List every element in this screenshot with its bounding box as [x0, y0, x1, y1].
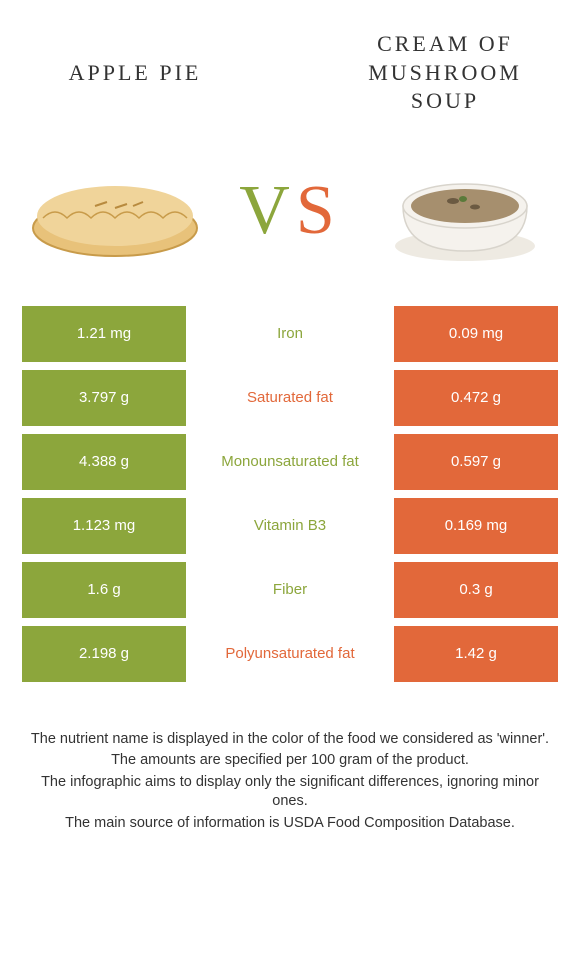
footer-line: The infographic aims to display only the… [28, 773, 552, 812]
table-row: 1.123 mg Vitamin B3 0.169 mg [22, 498, 558, 554]
apple-pie-image [20, 146, 210, 276]
table-row: 4.388 g Monounsaturated fat 0.597 g [22, 434, 558, 490]
footer-notes: The nutrient name is displayed in the co… [0, 690, 580, 834]
nutrient-label: Polyunsaturated fat [186, 626, 394, 682]
mushroom-soup-image [370, 146, 560, 276]
vs-v: V [239, 172, 296, 249]
footer-line: The main source of information is USDA F… [28, 814, 552, 834]
left-food-title: APPLE PIE [30, 59, 240, 88]
right-value: 0.3 g [394, 562, 558, 618]
table-row: 3.797 g Saturated fat 0.472 g [22, 370, 558, 426]
nutrient-label: Saturated fat [186, 370, 394, 426]
vs-label: VS [239, 171, 341, 251]
images-row: VS [0, 126, 580, 306]
nutrient-table: 1.21 mg Iron 0.09 mg 3.797 g Saturated f… [22, 306, 558, 682]
right-food-title: CREAM OF MUSHROOM SOUP [340, 30, 550, 116]
left-value: 4.388 g [22, 434, 186, 490]
left-value: 1.21 mg [22, 306, 186, 362]
left-value: 3.797 g [22, 370, 186, 426]
table-row: 1.6 g Fiber 0.3 g [22, 562, 558, 618]
right-value: 0.472 g [394, 370, 558, 426]
header-row: APPLE PIE CREAM OF MUSHROOM SOUP [0, 0, 580, 126]
right-value: 0.597 g [394, 434, 558, 490]
right-value: 0.09 mg [394, 306, 558, 362]
nutrient-label: Monounsaturated fat [186, 434, 394, 490]
nutrient-label: Fiber [186, 562, 394, 618]
vs-s: S [296, 172, 341, 249]
left-value: 2.198 g [22, 626, 186, 682]
nutrient-label: Iron [186, 306, 394, 362]
right-value: 0.169 mg [394, 498, 558, 554]
table-row: 2.198 g Polyunsaturated fat 1.42 g [22, 626, 558, 682]
table-row: 1.21 mg Iron 0.09 mg [22, 306, 558, 362]
nutrient-label: Vitamin B3 [186, 498, 394, 554]
left-value: 1.6 g [22, 562, 186, 618]
footer-line: The amounts are specified per 100 gram o… [28, 751, 552, 771]
left-value: 1.123 mg [22, 498, 186, 554]
footer-line: The nutrient name is displayed in the co… [28, 730, 552, 750]
right-value: 1.42 g [394, 626, 558, 682]
